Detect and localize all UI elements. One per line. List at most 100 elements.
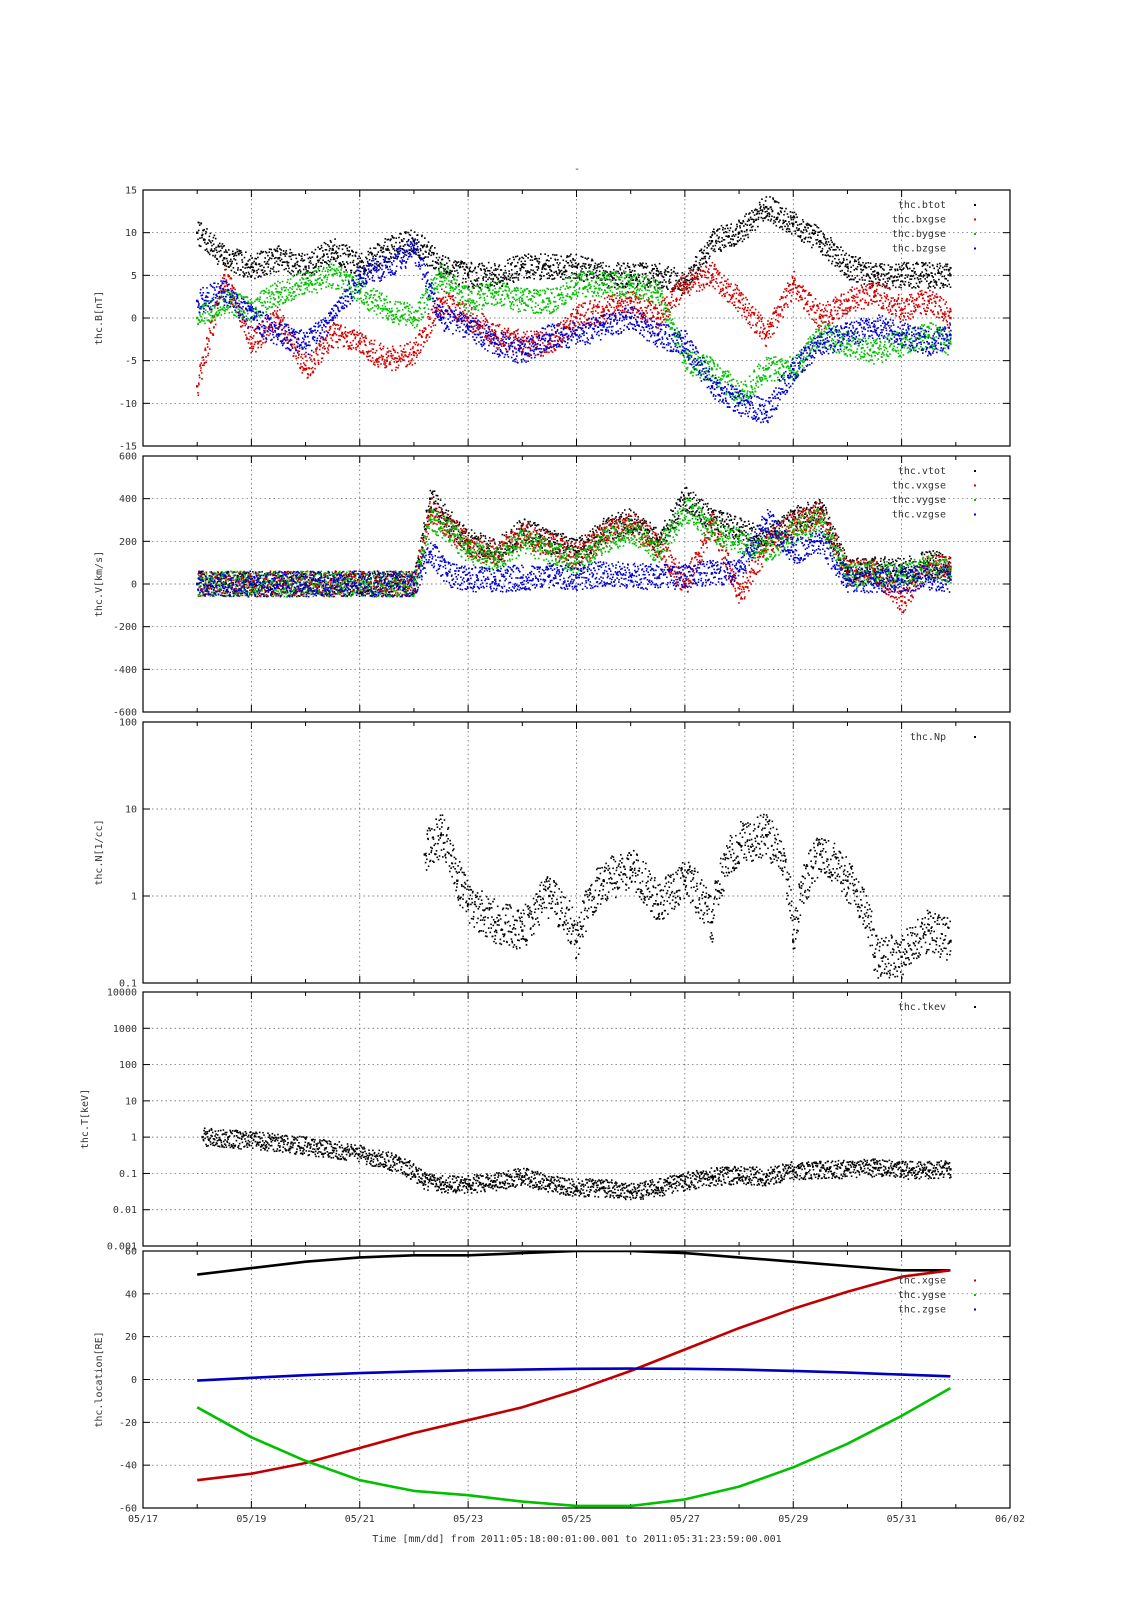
- data-point: [457, 304, 459, 307]
- data-point: [512, 351, 514, 353]
- data-point: [836, 264, 838, 267]
- data-point: [723, 293, 725, 295]
- data-point: [774, 318, 777, 321]
- data-point: [668, 282, 671, 284]
- data-point: [657, 322, 660, 325]
- data-point: [919, 305, 921, 308]
- data-point: [533, 330, 536, 333]
- data-point: [897, 273, 900, 276]
- data-point: [775, 224, 778, 227]
- data-point: [625, 286, 627, 289]
- data-point: [654, 279, 657, 281]
- data-point: [645, 310, 647, 312]
- data-point: [475, 324, 478, 326]
- data-point: [318, 344, 321, 347]
- data-point: [808, 313, 810, 316]
- data-point: [792, 218, 795, 221]
- data-point: [670, 301, 672, 304]
- data-point: [598, 273, 601, 276]
- data-point: [633, 301, 635, 303]
- data-point: [709, 255, 711, 258]
- data-point: [300, 285, 302, 287]
- data-point: [736, 223, 738, 226]
- data-point: [213, 250, 215, 252]
- data-point: [258, 316, 261, 318]
- data-point: [768, 213, 771, 216]
- data-point: [883, 274, 886, 277]
- data-point: [898, 275, 901, 278]
- data-point: [406, 343, 408, 345]
- data-point: [718, 248, 720, 250]
- data-point: [215, 311, 218, 313]
- data-point: [687, 292, 689, 294]
- data-point: [678, 299, 681, 301]
- data-point: [888, 277, 890, 279]
- data-point: [731, 294, 734, 296]
- data-point: [620, 274, 622, 277]
- data-point: [718, 273, 720, 276]
- data-point: [939, 265, 942, 267]
- data-point: [498, 273, 500, 276]
- data-point: [287, 333, 289, 336]
- data-point: [324, 347, 326, 350]
- data-point: [321, 352, 323, 354]
- data-point: [857, 258, 860, 261]
- data-point: [919, 274, 921, 276]
- data-point: [539, 351, 541, 353]
- data-point: [810, 237, 812, 239]
- data-point: [257, 276, 259, 278]
- data-point: [754, 208, 757, 211]
- data-point: [367, 272, 369, 274]
- data-point: [515, 255, 517, 258]
- data-point: [581, 268, 583, 270]
- data-point: [347, 331, 349, 334]
- data-point: [945, 301, 947, 303]
- data-point: [487, 261, 490, 264]
- data-point: [239, 274, 241, 276]
- data-point: [792, 225, 794, 227]
- data-point: [341, 244, 343, 246]
- data-point: [828, 322, 831, 324]
- data-point: [701, 274, 703, 277]
- data-point: [529, 347, 532, 350]
- data-point: [675, 297, 678, 300]
- data-point: [888, 287, 891, 289]
- data-point: [833, 317, 835, 319]
- data-point: [616, 264, 618, 267]
- data-point: [453, 261, 455, 264]
- data-point: [799, 235, 802, 237]
- data-point: [865, 267, 868, 269]
- data-point: [573, 272, 576, 275]
- data-point: [925, 313, 927, 316]
- data-point: [669, 281, 672, 284]
- data-point: [712, 276, 715, 278]
- data-point: [284, 261, 286, 263]
- data-point: [200, 315, 202, 318]
- data-point: [715, 268, 717, 270]
- data-point: [763, 206, 765, 209]
- data-point: [389, 260, 391, 263]
- data-point: [587, 308, 590, 310]
- data-point: [227, 307, 229, 309]
- data-point: [318, 348, 321, 351]
- data-point: [386, 238, 389, 241]
- data-point: [556, 272, 558, 275]
- data-point: [581, 322, 584, 325]
- data-point: [356, 331, 358, 333]
- data-point: [620, 265, 623, 267]
- data-point: [847, 270, 849, 272]
- data-point: [214, 256, 216, 258]
- data-point: [642, 280, 644, 283]
- data-point: [513, 258, 515, 261]
- data-point: [728, 235, 730, 238]
- data-point: [382, 345, 385, 348]
- data-point: [665, 281, 667, 283]
- data-point: [600, 264, 603, 267]
- data-point: [784, 220, 787, 222]
- data-point: [858, 303, 860, 306]
- data-point: [884, 281, 887, 283]
- data-point: [914, 277, 916, 280]
- data-point: [245, 272, 247, 274]
- data-point: [853, 269, 856, 271]
- data-point: [469, 314, 471, 317]
